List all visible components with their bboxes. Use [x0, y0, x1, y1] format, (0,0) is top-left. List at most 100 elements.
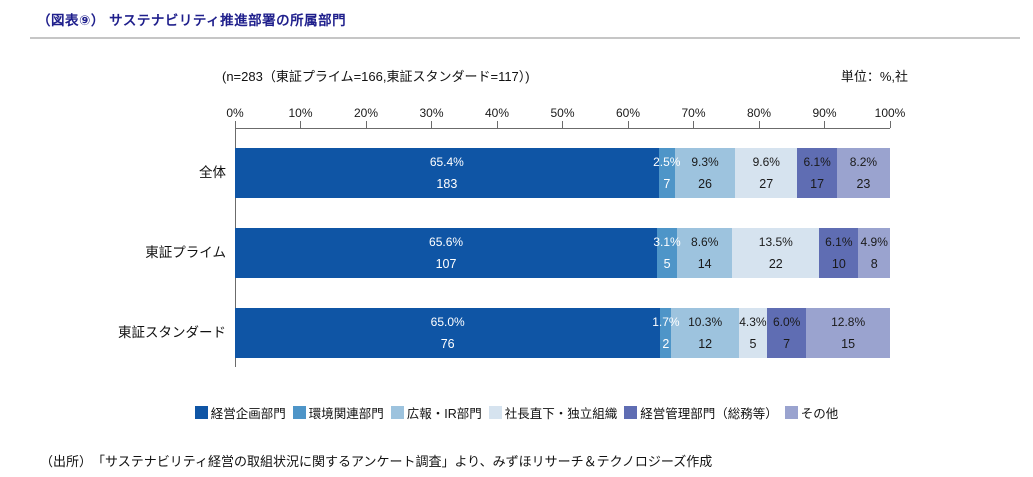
x-axis-tick-label: 80%: [746, 106, 772, 120]
bar-segment: 13.5% 22: [732, 228, 820, 278]
bar-segment: 8.6% 14: [677, 228, 733, 278]
segment-percent-label: 4.3%: [739, 314, 767, 329]
legend-item: 広報・IR部門: [390, 403, 482, 422]
bar-segment: 8.2% 23: [836, 148, 890, 198]
unit-label: 単位：%,社: [840, 69, 908, 84]
segment-count-label: 8: [870, 256, 878, 271]
bar-segment: 4.9% 8: [858, 228, 890, 278]
bar-segment: 9.6% 27: [735, 148, 798, 198]
segment-percent-label: 9.6%: [752, 154, 780, 169]
legend-swatch-icon: [624, 406, 638, 419]
sample-size-note: (n=283（東証プライム=166,東証スタンダード=117）): [222, 69, 530, 84]
segment-count-label: 7: [783, 336, 791, 351]
bar-segment: 6.0% 7: [766, 308, 807, 358]
legend-swatch-icon: [784, 406, 798, 419]
segment-count-label: 10: [831, 256, 846, 271]
title-divider: [30, 37, 1020, 39]
segment-percent-label: 4.9%: [860, 234, 888, 249]
legend-label: その他: [800, 407, 839, 421]
segment-percent-label: 65.0%: [430, 314, 465, 329]
category-label: 東証スタンダード: [118, 325, 226, 340]
segment-percent-label: 6.1%: [803, 154, 831, 169]
stacked-bar-chart: 0% 10% 20% 30% 40% 50% 60% 70% 80% 90% 100% 全体 65.4%…: [118, 100, 905, 370]
segment-count-label: 15: [841, 336, 856, 351]
bar-segment: 1.7% 2: [652, 308, 680, 358]
bar-segment: 6.1% 17: [797, 148, 837, 198]
legend-label: 環境関連部門: [308, 407, 384, 421]
x-axis-tick-mark: [627, 121, 629, 128]
segment-count-label: 26: [698, 176, 712, 191]
segment-count-label: 27: [759, 176, 774, 191]
x-axis-tick-label: 40%: [484, 106, 510, 120]
segment-count-label: 107: [435, 256, 457, 271]
bar-segment: 4.3% 5: [738, 308, 767, 358]
x-axis-tick-label: 10%: [288, 106, 313, 120]
segment-percent-label: 9.3%: [691, 154, 719, 169]
segment-count-label: 14: [697, 256, 712, 271]
segment-count-label: 12: [698, 336, 713, 351]
bar-segment: 65.4% 183: [235, 148, 659, 198]
segment-percent-label: 13.5%: [758, 234, 793, 249]
legend-swatch-icon: [194, 406, 208, 419]
legend-label: 経営管理部門（総務等）: [640, 407, 778, 421]
source-note: （出所） 「サステナビリティ経営の取組状況に関するアンケート調査」より、みずほリ…: [40, 454, 713, 469]
segment-percent-label: 65.4%: [429, 154, 464, 169]
bar-segment: 3.1% 5: [653, 228, 681, 278]
legend-item: 環境関連部門: [292, 403, 384, 422]
bar-segment: 6.1% 10: [819, 228, 859, 278]
x-axis-tick-mark: [758, 121, 760, 128]
segment-percent-label: 2.5%: [653, 154, 681, 169]
bar-row: 東証スタンダード 65.0% 76 1.7% 2 10.3% 12 4.3% 5 6.0% 7 12.…: [118, 308, 890, 358]
bar-row: 東証プライム 65.6% 107 3.1% 5 8.6% 14 13.5% 22 6.1% 10 4.…: [145, 228, 890, 278]
segment-percent-label: 65.6%: [429, 234, 464, 249]
segment-percent-label: 12.8%: [831, 314, 866, 329]
segment-count-label: 76: [440, 336, 455, 351]
bar-segment: 2.5% 7: [653, 148, 680, 198]
segment-percent-label: 3.1%: [653, 234, 681, 249]
x-axis-tick-mark: [431, 121, 432, 128]
bar-segment: 65.0% 76: [235, 308, 661, 358]
x-axis-tick-mark: [889, 121, 891, 128]
page-title: （図表⑨） サステナビリティ推進部署の所属部門: [37, 13, 347, 28]
x-axis-tick-mark: [300, 121, 301, 128]
legend-swatch-icon: [390, 406, 404, 419]
x-axis-tick-label: 20%: [353, 106, 379, 120]
chart-legend: 経営企画部門 環境関連部門 広報・IR部門 社長直下・独立組織 経営管理部門（総務等） そ…: [0, 403, 1033, 422]
bar-segment: 65.6% 107: [235, 228, 658, 278]
legend-item: 経営管理部門（総務等）: [624, 403, 778, 422]
segment-count-label: 2: [662, 336, 670, 351]
segment-count-label: 23: [856, 176, 871, 191]
segment-percent-label: 10.3%: [688, 314, 723, 329]
x-axis-tick-label: 60%: [615, 106, 641, 120]
x-axis-tick-label: 0%: [226, 106, 244, 120]
x-axis-tick-label: 30%: [419, 106, 444, 120]
segment-count-label: 183: [436, 176, 458, 191]
bar-row: 全体 65.4% 183 2.5% 7 9.3% 26 9.6% 27 6.1% 17 8.2% 23: [199, 148, 890, 198]
legend-item: 経営企画部門: [194, 403, 286, 422]
x-axis-tick-label: 90%: [812, 106, 837, 120]
bar-segment: 12.8% 15: [806, 308, 890, 358]
legend-swatch-icon: [488, 406, 502, 419]
x-axis-tick-label: 50%: [550, 106, 575, 120]
segment-percent-label: 6.1%: [825, 234, 853, 249]
x-axis-tick-mark: [562, 121, 563, 128]
category-label: 全体: [199, 165, 226, 180]
x-axis-line: [235, 128, 890, 129]
x-axis-tick-mark: [234, 121, 236, 128]
x-axis-tick-label: 100%: [874, 106, 906, 120]
legend-label: 社長直下・独立組織: [504, 407, 618, 421]
x-axis-tick-mark: [496, 121, 498, 128]
segment-count-label: 5: [749, 336, 757, 351]
segment-count-label: 22: [768, 256, 783, 271]
segment-percent-label: 8.6%: [691, 234, 719, 249]
bar-segment: 9.3% 26: [674, 148, 736, 198]
segment-percent-label: 6.0%: [772, 314, 801, 329]
x-axis-tick-mark: [365, 121, 367, 128]
x-axis-tick-mark: [693, 121, 694, 128]
bar-segment: 10.3% 12: [671, 308, 739, 358]
segment-percent-label: 1.7%: [652, 314, 680, 329]
legend-item: 社長直下・独立組織: [488, 403, 618, 422]
x-axis-tick-label: 70%: [681, 106, 706, 120]
segment-count-label: 17: [810, 176, 825, 191]
